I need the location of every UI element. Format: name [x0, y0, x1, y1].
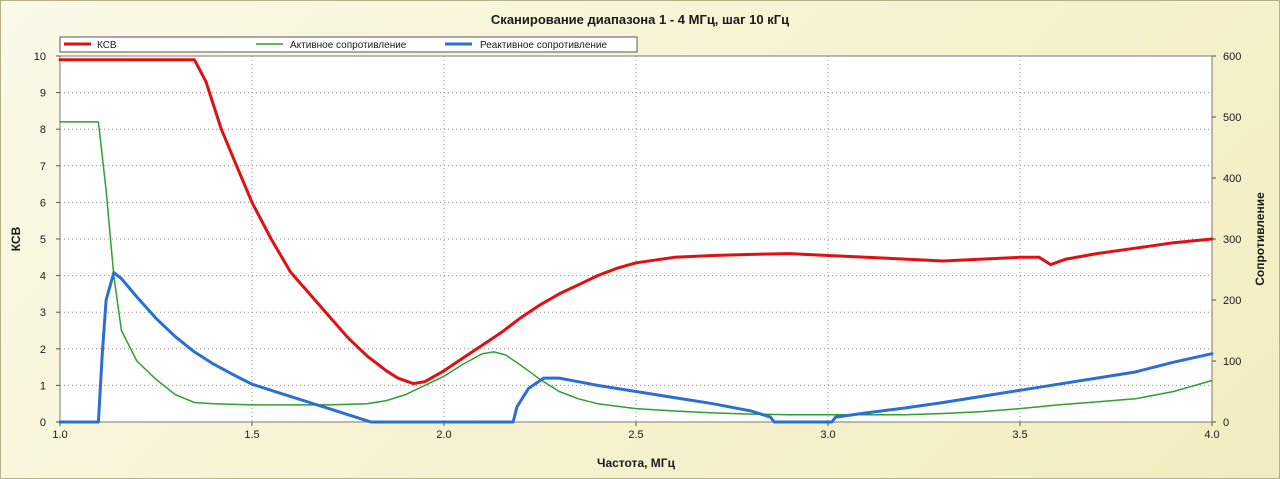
y-left-tick-label: 3	[40, 307, 46, 319]
y-right-tick-label: 100	[1223, 356, 1241, 368]
series-ksv-line	[58, 58, 1214, 386]
x-tick-label: 3.5	[1012, 429, 1027, 441]
y-right-tick-label: 400	[1223, 173, 1241, 185]
y-right-tick-label: 300	[1223, 234, 1241, 246]
x-tick-label: 2.5	[628, 429, 643, 441]
series-reactive-resistance-line	[58, 271, 1214, 424]
series-active-resistance-line	[59, 121, 1213, 416]
y-left-tick-label: 9	[40, 88, 46, 100]
y-left-tick-label: 5	[40, 234, 46, 246]
x-tick-label: 3.0	[820, 429, 835, 441]
legend-label-reactive: Реактивное сопротивление	[480, 40, 607, 51]
y-left-tick-label: 6	[40, 197, 46, 209]
legend-label-active: Активное сопротивление	[290, 40, 407, 51]
y-left-tick-label: 7	[40, 161, 46, 173]
y-right-tick-label: 500	[1223, 112, 1241, 124]
chart-title: Сканирование диапазона 1 - 4 МГц, шаг 10…	[491, 12, 789, 27]
y-left-tick-label: 2	[40, 344, 46, 356]
x-tick-label: 2.0	[436, 429, 451, 441]
y-right-axis-title: Сопротивление	[1253, 192, 1267, 286]
tick-labels: 1.0 1.5 2.0 2.5 3.0 3.5 4.00123456789100100200…	[34, 51, 1242, 441]
legend-label-ksv: КСВ	[97, 40, 117, 51]
y-left-tick-label: 0	[40, 417, 46, 429]
series-layer	[58, 58, 1214, 424]
y-left-tick-label: 4	[40, 271, 46, 283]
y-left-tick-label: 8	[40, 124, 46, 136]
y-left-tick-label: 1	[40, 380, 46, 392]
y-right-tick-label: 600	[1223, 51, 1241, 63]
y-left-axis-title: КСВ	[9, 226, 23, 251]
legend-box	[59, 36, 638, 53]
y-right-tick-label: 200	[1223, 295, 1241, 307]
x-tick-label: 4.0	[1204, 429, 1219, 441]
x-tick-label: 1.5	[244, 429, 259, 441]
y-right-tick-label: 0	[1223, 417, 1229, 429]
x-axis-title: Частота, МГц	[597, 456, 676, 470]
x-tick-label: 1.0	[52, 429, 67, 441]
y-left-tick-label: 10	[34, 51, 46, 63]
legend: КСВ Активное сопротивление Реактивное со…	[59, 36, 638, 53]
